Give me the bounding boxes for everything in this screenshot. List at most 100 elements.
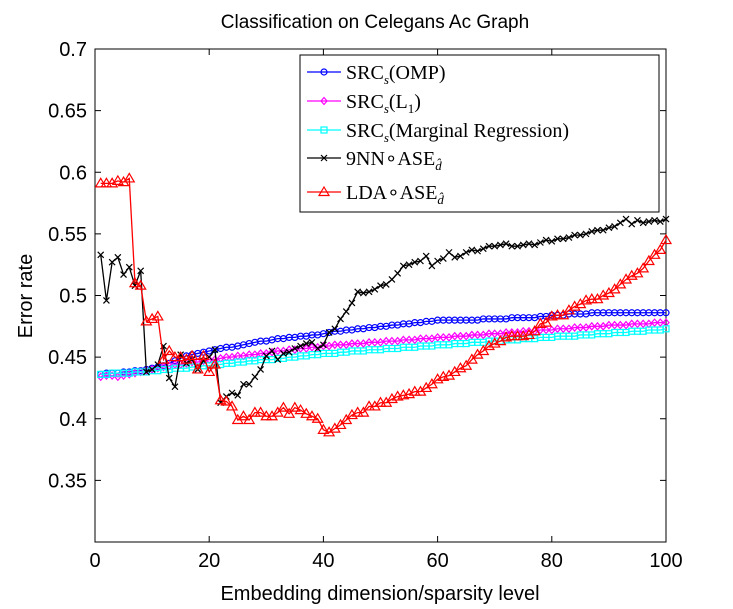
legend-label-rest: (Marginal Regression) [389,120,569,142]
data-point [331,325,339,333]
data-point [457,252,464,260]
data-point [151,310,164,321]
data-point [108,258,116,266]
data-point [291,345,299,352]
data-point [297,342,304,350]
data-point [477,344,490,356]
series-diamond-group [96,318,670,382]
data-point [439,255,447,262]
data-point [428,262,436,270]
data-point [399,262,407,270]
legend-box [299,54,660,213]
data-point [445,248,453,256]
data-point [662,215,670,223]
data-point [473,330,482,340]
data-point [134,279,147,290]
x-tick-label: 60 [426,550,448,572]
data-point [408,385,421,396]
data-point [317,423,330,434]
data-point [359,289,367,297]
legend-marker [320,68,328,76]
data-point [388,336,396,346]
legend-label: SRCs(OMP) [346,62,446,87]
data-point [637,262,650,273]
data-point [203,365,216,377]
data-point [639,319,647,329]
legend-label-subscript: s [384,101,389,116]
data-point [214,394,227,405]
x-tick-label: 80 [541,550,563,572]
data-point [220,395,233,406]
data-point [97,251,105,259]
data-point [186,349,199,360]
data-point [257,366,265,373]
data-point [337,315,344,323]
x-tick-label: 0 [89,550,100,572]
data-point [616,320,625,330]
data-point [100,177,113,188]
series-x-group [97,215,670,407]
data-point [417,257,424,265]
data-point [528,325,541,336]
data-point [294,403,307,415]
data-point [422,252,430,260]
legend-label-main: LDA∘ASE [346,182,437,204]
data-point [439,332,448,342]
legend-label-subscript: s [384,72,389,87]
data-point [431,373,444,384]
data-point [593,321,602,331]
data-point [462,248,470,256]
data-point [479,245,487,253]
data-point [659,233,673,245]
data-point [425,378,438,389]
data-point [377,282,384,290]
data-point [519,326,528,336]
data-point [348,339,356,348]
data-point [605,320,613,330]
legend-entry: SRCs(Marginal Regression) [307,120,569,145]
data-point [382,336,391,346]
data-point [111,174,124,185]
data-point [594,226,601,234]
legend-marker [320,96,328,106]
data-point [553,324,562,334]
data-point [610,320,619,330]
data-point [551,309,564,320]
data-point [211,346,219,354]
data-point [656,218,664,225]
data-point [491,242,499,250]
data-point [357,406,370,417]
legend-entry: LDA∘ASEd̂ [307,182,444,207]
data-point [628,220,636,228]
data-point [274,356,282,364]
data-point [451,253,459,261]
data-point [137,267,145,275]
data-point [508,242,516,250]
data-point [662,309,670,317]
legend-label-subscript: s [384,130,389,145]
data-point [240,380,247,388]
legend-entry: SRCs(OMP) [307,62,446,87]
data-point [570,323,579,332]
legend-entry: SRCs(L1) [307,91,421,116]
data-point [485,329,493,339]
legend-label: 9NN∘ASEd̂ [346,148,442,173]
x-axis-title: Embedding dimension/sparsity level [220,583,539,605]
data-point [536,239,544,246]
y-tick-label: 0.65 [48,101,87,123]
data-point [411,258,419,266]
data-point [468,330,476,340]
data-point [622,215,630,223]
data-point [345,408,358,420]
data-point [273,346,282,356]
data-point [148,366,156,373]
data-point [114,253,122,261]
legend-label-subscript: d̂ [435,158,442,173]
data-point [197,349,210,360]
data-point [585,293,598,304]
data-point [611,223,619,230]
data-point [300,407,313,418]
data-point [648,248,661,259]
data-point [234,391,242,399]
data-point [325,329,333,336]
